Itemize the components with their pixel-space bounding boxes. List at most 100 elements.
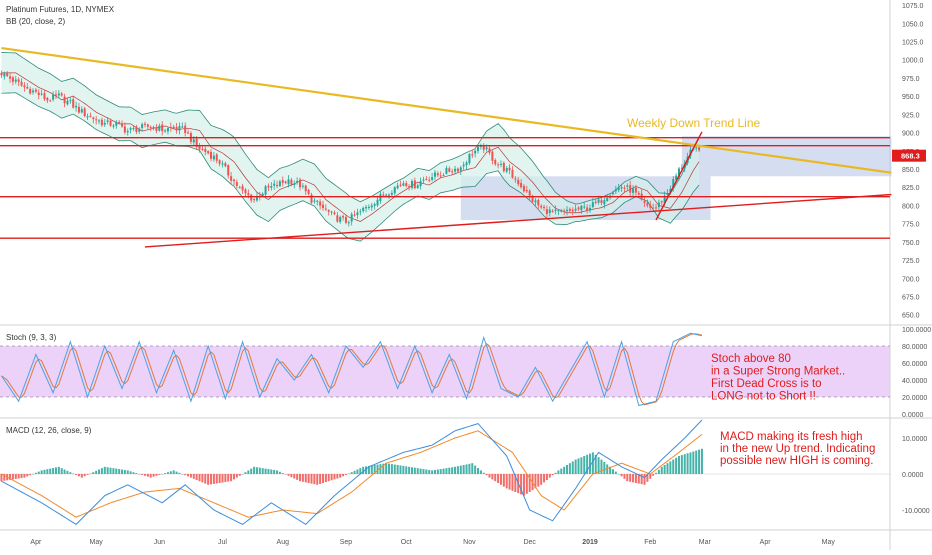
macd-hist-bar [652,474,655,476]
macd-hist-bar [235,474,238,478]
candle-body [46,97,49,101]
candle-body [617,187,620,191]
macd-hist-bar [425,469,428,474]
candle-body [413,180,416,189]
macd-hist-bar [138,474,141,475]
macd-hist-bar [474,465,477,474]
candle-body [419,181,422,187]
macd-hist-bar [353,470,356,474]
macd-hist-bar [643,474,646,485]
candle-body [86,116,89,118]
price-axis-tick-label: 800.0 [902,203,920,210]
macd-hist-bar [118,469,121,474]
macd-hist-bar [26,474,29,477]
macd-hist-bar [623,474,626,479]
macd-hist-bar [611,469,614,474]
candle-body [106,120,109,122]
macd-hist-bar [632,474,635,483]
candle-body [540,205,543,208]
candle-body [680,167,683,169]
candle-body [37,92,40,96]
macd-hist-bar [238,474,241,476]
macd-hist-bar [485,474,488,476]
macd-hist-bar [465,464,468,474]
macd-hist-bar [109,467,112,474]
macd-hist-bar [232,474,235,480]
candle-body [359,211,362,213]
stoch-k-line [1,332,703,407]
macd-hist-bar [451,467,454,474]
macd-hist-bar [393,464,396,474]
candle-body [620,187,623,189]
macd-hist-bar [89,473,92,475]
price-axis-tick-label: 850.0 [902,167,920,174]
candle-body [330,211,333,213]
macd-hist-bar [43,469,46,474]
candle-body [428,179,431,181]
macd-hist-bar [57,466,60,474]
candle-body [416,185,419,189]
macd-hist-bar [491,474,494,480]
candle-body [155,127,158,131]
stoch-annotation-line: First Dead Cross is to [711,378,822,390]
macd-hist-bar [77,474,80,477]
macd-hist-bar [287,474,290,476]
candles-group [0,70,701,227]
macd-hist-bar [92,472,95,474]
candle-body [261,193,264,197]
price-axis-tick-label: 700.0 [902,276,920,283]
macd-hist-bar [330,474,333,481]
macd-hist-bar [258,467,261,474]
macd-hist-bar [477,468,480,474]
macd-hist-bar [141,474,144,475]
candle-body [316,200,319,202]
macd-hist-bar [23,474,26,478]
candle-body [433,172,436,177]
bb-indicator-label: BB (20, close, 2) [6,17,66,26]
macd-hist-bar [192,474,195,479]
candle-body [629,185,632,193]
price-axis-tick-label: 650.0 [902,313,920,320]
macd-hist-bar [307,474,310,483]
macd-hist-bar [172,470,175,474]
time-axis-tick-label: Sep [340,539,353,546]
macd-hist-bar [143,474,146,476]
candle-body [40,93,43,95]
macd-hist-bar [456,466,459,474]
candle-body [445,168,448,174]
macd-hist-bar [379,464,382,474]
macd-hist-bar [640,474,643,485]
macd-axis-tick-label: 0.0000 [902,472,924,479]
candle-body [382,194,385,196]
last-price-label: 868.3 [901,152,920,161]
macd-hist-bar [385,463,388,474]
macd-hist-bar [178,472,181,474]
macd-hist-bar [198,474,201,482]
macd-hist-bar [560,468,563,474]
macd-hist-bar [201,474,204,483]
macd-hist-bar [63,469,66,474]
macd-hist-bar [95,470,98,474]
candle-body [178,126,181,131]
candle-body [17,79,20,82]
macd-hist-bar [442,468,445,474]
candle-body [643,200,646,203]
candle-body [6,73,9,77]
candle-body [264,186,267,195]
candle-body [132,127,135,129]
macd-hist-bar [422,469,425,474]
macd-hist-bar [399,465,402,474]
candle-body [342,216,345,218]
macd-hist-bar [655,472,658,474]
candle-body [11,77,14,82]
macd-hist-bar [106,467,109,474]
macd-hist-bar [146,474,149,477]
candle-body [276,185,279,187]
macd-hist-bar [29,474,32,476]
candle-body [100,119,103,126]
candle-body [462,164,465,167]
candle-body [324,208,327,210]
candle-body [477,146,480,151]
macd-hist-bar [132,472,135,474]
candle-body [511,169,514,178]
